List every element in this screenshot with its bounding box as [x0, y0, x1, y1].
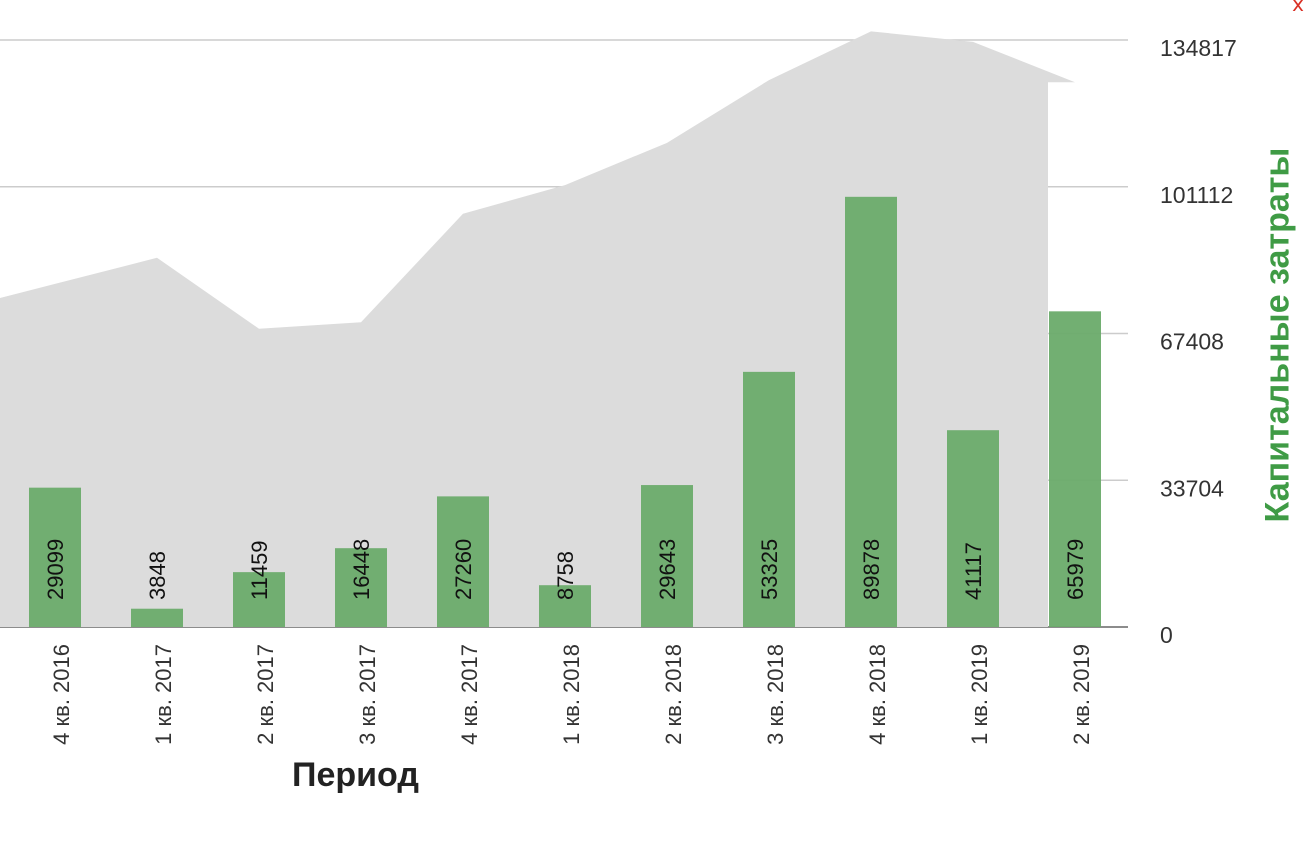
x-tick-label: 2 кв. 2018 [661, 644, 686, 745]
bar[interactable] [335, 548, 387, 627]
bar[interactable] [641, 485, 693, 627]
x-tick-label: 4 кв. 2017 [457, 644, 482, 745]
area-fill [0, 31, 1075, 628]
bar-value-label: 16448 [349, 539, 374, 600]
bar[interactable] [539, 585, 591, 627]
x-tick-label: 1 кв. 2019 [967, 644, 992, 745]
bar[interactable] [233, 572, 285, 627]
bar-value-label: 29643 [655, 539, 680, 600]
x-axis-title: Период [292, 756, 419, 794]
close-icon[interactable]: x [1292, 0, 1304, 16]
bar[interactable] [131, 608, 183, 627]
x-tick-label: 4 кв. 2018 [865, 644, 890, 745]
bar-value-label: 27260 [451, 539, 476, 600]
bar[interactable] [1049, 311, 1101, 627]
x-tick-label: 3 кв. 2018 [763, 644, 788, 745]
bar-value-label: 89878 [859, 539, 884, 600]
y-tick-label: 134817 [1160, 35, 1237, 61]
x-tick-label: 2 кв. 2017 [253, 644, 278, 745]
y-tick-label: 101112 [1160, 182, 1233, 208]
y-tick-label: 0 [1160, 622, 1173, 648]
x-tick-label: 1 кв. 2018 [559, 644, 584, 745]
bar-labels: 29099 3848 11459 16448 27260 8758 29643 53325 89… [43, 539, 1088, 600]
bar-value-label: 65979 [1063, 539, 1088, 600]
x-axis-ticks: 4 кв. 2016 1 кв. 2017 2 кв. 2017 3 кв. 2017… [49, 644, 1094, 745]
bar-value-label: 3848 [145, 551, 170, 600]
bar[interactable] [437, 496, 489, 627]
y-axis-title: Капитальные затраты [1258, 147, 1297, 523]
x-tick-label: 4 кв. 2016 [49, 644, 74, 745]
bar-series [29, 196, 1101, 627]
bar-value-label: 8758 [553, 551, 578, 600]
bar[interactable] [743, 371, 795, 627]
bar-value-label: 41117 [961, 542, 986, 600]
area-series [0, 31, 1075, 628]
bar[interactable] [947, 430, 999, 627]
y-axis-ticks: 0 33704 67408 101112 134817 [1160, 35, 1237, 648]
bar[interactable] [29, 487, 81, 627]
bar-value-label: 53325 [757, 539, 782, 600]
bar-value-label: 29099 [43, 539, 68, 600]
y-tick-label: 33704 [1160, 475, 1224, 501]
x-tick-label: 3 кв. 2017 [355, 644, 380, 745]
bar-value-label: 11459 [247, 540, 272, 600]
y-tick-label: 67408 [1160, 329, 1224, 355]
x-tick-label: 2 кв. 2019 [1069, 644, 1094, 745]
bar[interactable] [845, 196, 897, 627]
x-tick-label: 1 кв. 2017 [151, 644, 176, 745]
